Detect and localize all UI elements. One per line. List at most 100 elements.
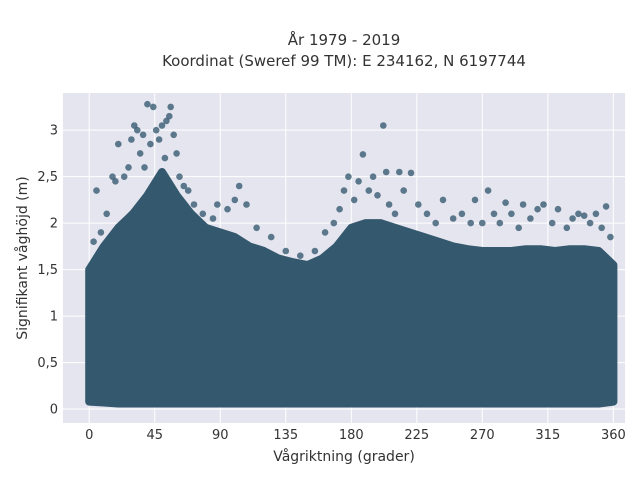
scatter-point-53 [374,192,381,199]
scatter-point-44 [330,219,338,227]
scatter-point-60 [407,169,415,177]
scatter-point-5 [112,178,119,185]
scatter-point-72 [496,219,504,227]
scatter-point-89 [602,203,610,210]
scatter-point-21 [161,154,169,162]
x-tick-label-1: 45 [146,428,163,443]
scatter-point-19 [155,136,163,143]
scatter-point-84 [575,210,582,218]
scatter-point-41 [297,252,304,259]
scatter-point-29 [184,187,192,194]
y-axis-ticks: 0 0,5 1 1,5 2 2,5 3 [37,124,58,418]
scatter-point-56 [385,201,393,208]
x-tick-label-7: 315 [535,428,560,443]
scatter-point-3 [103,210,110,218]
scatter-point-86 [586,219,594,227]
scatter-point-55 [382,168,390,176]
scatter-point-14 [141,164,148,171]
y-tick-label-5: 2,5 [37,170,58,185]
y-tick-label-4: 2 [50,217,58,232]
scatter-point-58 [396,168,403,176]
scatter-point-74 [508,210,515,218]
scatter-point-65 [449,215,457,222]
chart-subtitle: Koordinat (Sweref 99 TM): E 234162, N 61… [162,52,526,70]
y-tick-label-6: 3 [50,124,58,139]
scatter-points [85,100,618,408]
scatter-point-76 [519,201,527,208]
scatter-point-47 [345,173,352,180]
scatter-point-75 [515,224,522,232]
scatter-point-87 [592,210,600,218]
y-tick-label-1: 0,5 [37,356,58,371]
scatter-point-18 [152,126,160,134]
scatter-point-61 [415,201,422,208]
x-tick-label-0: 0 [85,428,93,443]
scatter-point-30 [190,201,198,208]
scatter-point-64 [439,196,447,204]
scatter-point-45 [336,205,343,213]
scatter-point-13 [139,131,147,139]
scatter-point-38 [253,224,260,232]
scatter-point-6 [115,140,122,148]
scatter-point-10 [131,122,138,129]
scatter-point-52 [369,173,377,180]
scatter-point-20 [158,122,166,129]
scatter-point-88 [598,224,605,232]
scatter-point-48 [350,196,358,204]
scatter-point-66 [458,210,466,218]
y-tick-label-0: 0 [50,403,58,418]
scatter-point-40 [282,247,290,255]
scatter-point-11 [134,126,141,134]
scatter-point-90 [607,233,614,241]
scatter-point-70 [484,187,492,194]
scatter-point-1 [93,187,100,194]
scatter-point-7 [120,173,128,180]
x-tick-label-5: 225 [404,428,429,443]
scatter-point-50 [359,151,367,158]
x-tick-label-6: 270 [470,428,495,443]
scatter-point-67 [467,219,475,227]
scatter-point-49 [355,178,362,185]
scatter-point-43 [321,229,329,236]
scatter-point-81 [554,205,562,213]
scatter-point-83 [569,215,576,222]
x-tick-label-2: 90 [212,428,229,443]
scatter-point-68 [471,196,479,204]
y-tick-label-3: 1,5 [37,263,58,278]
scatter-point-79 [540,201,547,208]
chart-title: År 1979 - 2019 [288,30,401,49]
scatter-point-31 [199,210,207,218]
scatter-point-8 [125,164,132,171]
scatter-point-35 [231,196,239,204]
y-tick-label-2: 1 [50,310,58,325]
scatter-point-59 [400,187,408,194]
scatter-point-57 [391,210,399,218]
scatter-point-54 [380,122,387,129]
scatter-point-9 [128,136,135,143]
scatter-point-46 [340,187,348,194]
scatter-point-32 [209,215,217,222]
x-axis-ticks: 0 45 90 135 180 225 270 315 360 [85,428,626,443]
scatter-point-37 [243,201,250,208]
x-tick-label-3: 135 [273,428,298,443]
x-tick-label-4: 180 [339,428,364,443]
scatter-point-73 [502,199,509,206]
scatter-point-33 [214,201,221,208]
scatter-point-77 [527,215,534,222]
scatter-point-82 [563,224,571,232]
scatter-point-15 [144,100,151,108]
scatter-point-25 [170,131,177,139]
scatter-point-2 [97,229,105,236]
scatter-point-34 [224,205,231,213]
scatter-point-62 [423,210,431,218]
scatter-point-16 [147,140,154,148]
scatter-point-80 [548,219,556,227]
scatter-point-42 [311,247,319,255]
scatter-point-69 [479,219,486,227]
scatter-point-71 [490,210,498,218]
y-axis-label: Signifikant våghöjd (m) [14,176,31,339]
scatter-point-23 [166,112,173,120]
scatter-point-0 [90,238,97,245]
scatter-point-17 [150,103,157,111]
